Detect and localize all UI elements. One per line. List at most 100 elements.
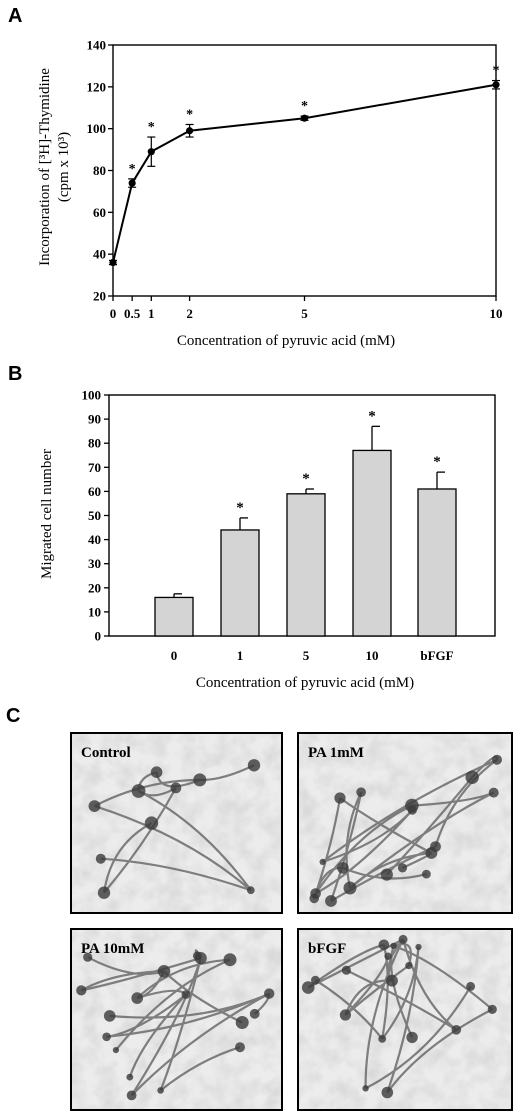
micrograph-frame [297,928,513,1111]
micrograph-cell-cluster [334,792,346,804]
panel-letter-c: C [6,705,20,727]
chart-a-x-tick-label: 0 [110,306,117,321]
chart-a-data-point [147,148,155,156]
chart-b-xlabel: Concentration of pyruvic acid (mM) [196,675,414,691]
chart-a-y-tick-label: 100 [87,121,107,136]
micrograph-cell-cluster [386,974,398,987]
chart-a-x-tick-label: 10 [490,306,503,321]
chart-b-bar [286,493,326,637]
chart-b-y-tick-label: 60 [88,484,101,499]
chart-a-xlabel: Concentration of pyruvic acid (mM) [177,333,395,349]
chart-b-y-tick-label: 50 [88,508,101,523]
chart-a-y-tick-label: 40 [93,247,106,262]
micrograph-cell-cluster [325,895,337,907]
micrograph-cell-cluster [181,990,191,999]
micrograph-cell-cluster [95,853,106,864]
chart-a-significance-marker: * [148,120,155,135]
micrograph-cell-cluster [337,862,349,874]
chart-b-y-tick-label: 0 [95,629,102,644]
micrograph-cell-cluster [157,965,171,978]
chart-b-category-label: bFGF [420,648,453,663]
micrograph-cell-cluster [246,886,255,895]
micrograph-cell-cluster [422,869,431,879]
micrograph-panel: PA 1mM [297,732,513,914]
micrograph-label: bFGF [308,941,346,957]
chart-a-y-tick-label: 80 [93,163,106,178]
chart-a: Incorporation of [³H]-Thymidine (cpm x 1… [37,38,503,350]
micrograph-cell-cluster [194,952,207,965]
chart-a-series-line [112,83,497,263]
chart-a-y-tick-label: 140 [87,38,107,53]
chart-b-y-tick-label: 80 [88,436,101,451]
chart-b-y-tick-label: 90 [88,412,101,427]
chart-a-data-point [128,179,136,187]
micrograph-label: PA 10mM [81,941,144,957]
micrograph-cell-cluster [397,863,408,873]
micrograph-cell-cluster [343,881,357,895]
micrograph-cell-cluster [356,787,366,797]
micrograph-cell-cluster [235,1016,249,1029]
chart-a-significance-marker: * [493,64,500,79]
chart-b: Migrated cell number Concentration of py… [39,388,496,691]
chart-a-data-point [492,81,500,89]
chart-b-ylabel: Migrated cell number [39,449,55,579]
micrograph-cell-cluster [430,841,441,852]
micrograph-cell-cluster [264,988,275,999]
micrograph-cell-cluster [144,816,159,830]
micrograph-tube-network [80,949,271,1097]
panel-letter-a: A [8,5,22,27]
micrograph-cell-cluster [126,1090,137,1101]
micrograph-frame [70,732,283,914]
micrograph-label: PA 1mM [308,745,364,761]
chart-a-ylabel-line2: (cpm x 10³) [56,132,72,202]
micrograph-label: Control [81,745,131,761]
micrograph-cell-cluster [339,1009,351,1021]
chart-b-significance-marker: * [368,408,376,424]
micrograph-cell-cluster [487,1004,497,1015]
chart-b-y-tick-label: 30 [88,556,101,571]
chart-b-y-tick-label: 100 [82,388,102,403]
micrograph-cell-cluster [384,952,392,960]
chart-b-bar [417,488,457,637]
micrograph-panel: bFGF [297,928,513,1111]
chart-b-bar [220,529,260,637]
chart-a-x-tick-label: 1 [148,306,155,321]
chart-a-x-tick-label: 5 [301,306,308,321]
chart-b-bar [352,449,392,637]
chart-a-significance-marker: * [301,99,308,114]
micrograph-cell-cluster [378,1035,387,1043]
micrograph-cell-cluster [319,858,326,866]
micrograph-cell-cluster [170,782,182,794]
chart-b-category-label: 10 [366,648,379,663]
micrograph-cell-cluster [309,893,320,904]
chart-b-category-label: 5 [303,648,310,663]
chart-b-y-tick-label: 40 [88,532,101,547]
chart-a-x-tick-label: 2 [186,306,193,321]
micrograph-cell-cluster [492,754,502,765]
micrograph-cell-cluster [88,800,101,812]
micrograph-frame [297,732,513,914]
micrograph-cell-cluster [223,953,237,967]
chart-a-y-tick-label: 60 [93,205,106,220]
micrograph-cell-cluster [150,766,163,778]
micrograph-panel: Control [70,732,283,914]
micrograph-cell-cluster [249,1008,260,1019]
micrograph-cell-cluster [466,981,476,991]
chart-b-category-label: 0 [171,648,178,663]
micrograph-cell-cluster [131,992,143,1004]
micrograph-cell-cluster [102,1032,111,1042]
micrograph-cell-cluster [311,975,320,985]
micrograph-cell-cluster [381,1086,394,1099]
chart-b-category-label: 1 [237,648,244,663]
micrograph-tube-network [307,938,494,1094]
micrograph-cell-cluster [76,985,87,996]
micrograph-cell-cluster [103,1010,116,1022]
chart-a-data-point [186,127,194,135]
chart-b-y-tick-label: 70 [88,460,101,475]
chart-b-significance-marker: * [236,500,244,516]
micrograph-cell-cluster [126,1073,134,1081]
micrograph-cell-cluster [247,759,261,772]
micrograph-cell-cluster [380,868,393,881]
chart-b-significance-marker: * [433,454,441,470]
